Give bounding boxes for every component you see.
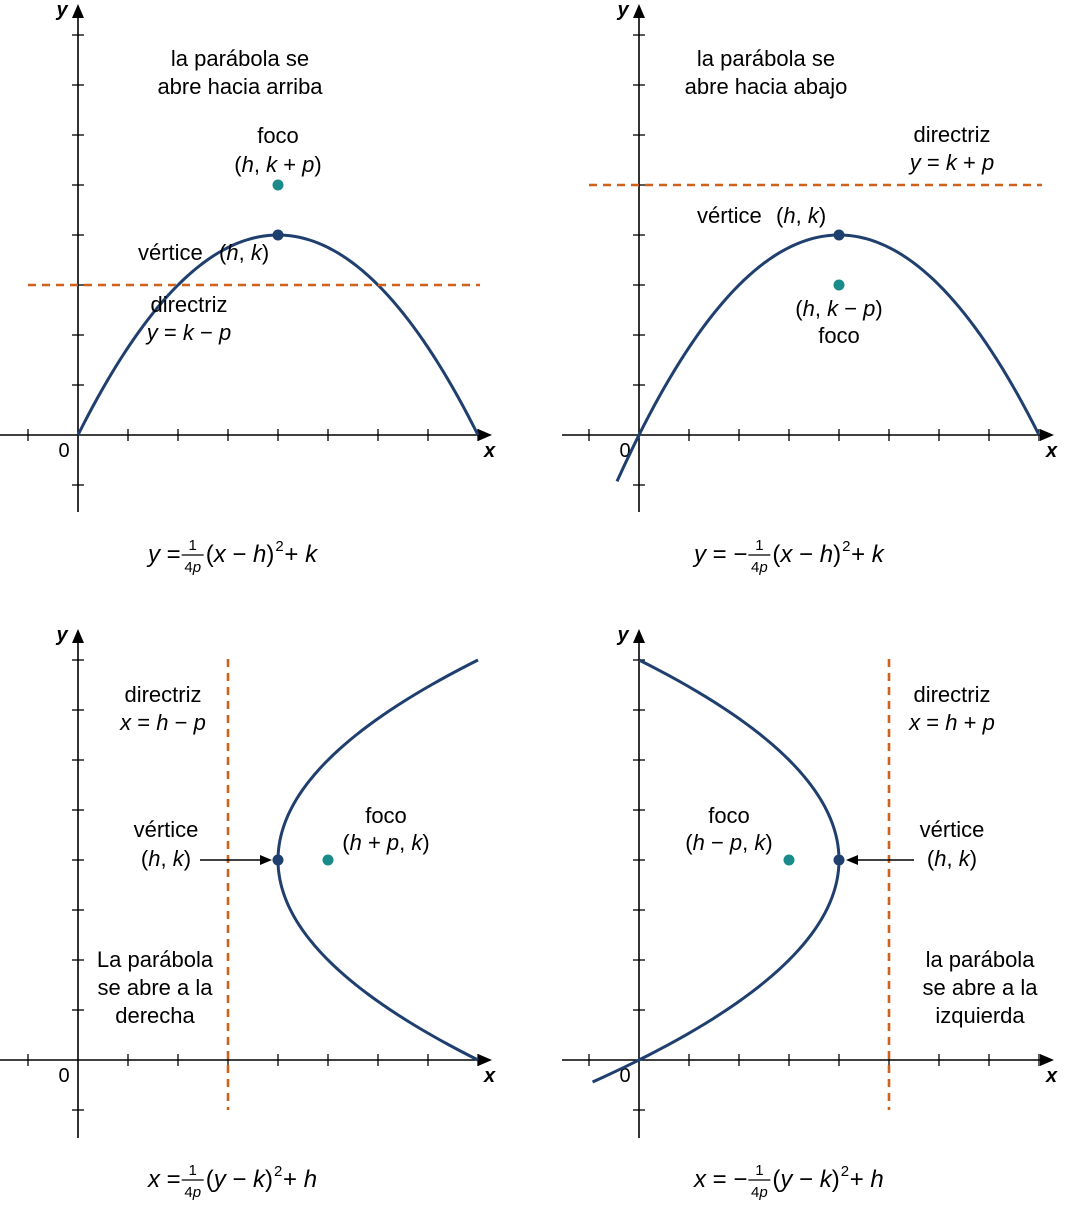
vertex-point-left [833,854,845,866]
x-axis-label: x [1045,1065,1058,1087]
equation-lhs: x = − [693,1166,747,1193]
opening-text-up: abre hacia arriba [157,74,323,99]
fraction-denominator: 4p [184,1184,201,1201]
equation-exponent: 2 [275,538,283,555]
x-axis-label: x [1045,440,1058,462]
focus-point-right [322,854,334,866]
vertex-point-down [833,229,845,241]
x-axis-arrow-icon [478,429,492,441]
equation-body: (y − k) [206,1166,273,1193]
fraction-numerator: 1 [755,537,763,554]
directrix-eq-up: y = k − p [145,320,231,345]
fraction-denominator: 4p [751,1184,768,1201]
origin-label: 0 [619,440,630,462]
arrowhead-icon [846,855,858,865]
y-axis-label: y [55,0,68,21]
equation-body: (x − h) [206,541,275,568]
opening-text-down: la parábola se [697,46,835,71]
vertex-coords-down: (h, k) [776,203,826,228]
focus-label-up: foco [257,123,299,148]
opening-text-right: derecha [115,1003,195,1028]
vertex-coords-right: (h, k) [141,846,191,871]
directrix-label-up: directriz [150,292,227,317]
focus-label-left: foco [708,803,750,828]
opening-text-left: se abre a la [923,975,1039,1000]
focus-point-left [783,854,795,866]
equation-tail: + h [850,1166,884,1193]
vertex-label-up: vértice [138,240,203,265]
y-axis-label: y [616,0,629,21]
equation-lhs: x = [147,1166,181,1193]
origin-label: 0 [619,1065,630,1087]
arrowhead-icon [260,855,272,865]
focus-coords-right: (h + p, k) [342,830,429,855]
equation-tail: + h [283,1166,317,1193]
x-axis-label: x [483,1065,496,1087]
equation-exponent: 2 [841,1163,849,1180]
fraction-denominator: 4p [751,559,768,576]
fraction-numerator: 1 [755,1162,763,1179]
vertex-label-right: vértice [134,817,199,842]
x-axis-arrow-icon [1040,429,1054,441]
y-axis-arrow-icon [633,4,645,18]
panel-down-axes [562,4,1054,512]
equation-lhs: y = [146,541,181,568]
origin-label: 0 [58,1065,69,1087]
parabola-right-curve [276,658,479,1062]
vertex-point-right [272,854,284,866]
y-axis-label: y [55,624,68,646]
y-axis-label: y [616,624,629,646]
equation-tail: + k [284,541,319,568]
opening-text-left: izquierda [935,1003,1025,1028]
equation-lhs: y = − [692,541,747,568]
equation-down: y = − 1 4p (x − h) 2 + k [692,537,886,576]
parabola-up-curve [76,233,480,436]
focus-coords-up: (h, k + p) [234,152,321,177]
equation-body: (y − k) [772,1166,839,1193]
focus-coords-down: (h, k − p) [795,296,882,321]
focus-point-up [272,179,284,191]
vertex-coords-up: (h, k) [219,240,269,265]
y-axis-arrow-icon [72,629,84,643]
parabola-left-curve [591,658,841,1084]
focus-label-down: foco [818,323,860,348]
opening-text-up: la parábola se [171,46,309,71]
fraction-numerator: 1 [189,537,197,554]
opening-text-right: se abre a la [98,975,214,1000]
opening-text-right: La parábola [97,947,214,972]
opening-text-down: abre hacia abajo [685,74,848,99]
opening-text-left: la parábola [926,947,1036,972]
y-axis-arrow-icon [633,629,645,643]
y-axis-arrow-icon [72,4,84,18]
focus-coords-left: (h − p, k) [685,830,772,855]
equation-up: y = 1 4p (x − h) 2 + k [146,537,319,576]
x-axis-arrow-icon [478,1054,492,1066]
fraction-denominator: 4p [184,559,201,576]
focus-point-down [833,279,845,291]
directrix-eq-down: y = k + p [908,150,994,175]
vertex-coords-left: (h, k) [927,846,977,871]
equation-body: (x − h) [772,541,841,568]
directrix-label-right: directriz [124,682,201,707]
parabola-down-curve [615,233,1041,483]
fraction-numerator: 1 [189,1162,197,1179]
vertex-point-up [272,229,284,241]
equation-exponent: 2 [842,538,850,555]
directrix-eq-right: x = h − p [119,710,206,735]
equation-left: x = − 1 4p (y − k) 2 + h [693,1162,884,1201]
panel-right-axes [0,629,492,1138]
x-axis-label: x [483,440,496,462]
equation-right: x = 1 4p (y − k) 2 + h [147,1162,317,1201]
origin-label: 0 [58,440,69,462]
vertex-label-left: vértice [920,817,985,842]
directrix-label-down: directriz [913,122,990,147]
x-axis-arrow-icon [1040,1054,1054,1066]
equation-tail: + k [851,541,886,568]
directrix-eq-left: x = h + p [908,710,995,735]
focus-label-right: foco [365,803,407,828]
equation-exponent: 2 [274,1163,282,1180]
directrix-label-left: directriz [913,682,990,707]
vertex-label-down: vértice [697,203,762,228]
